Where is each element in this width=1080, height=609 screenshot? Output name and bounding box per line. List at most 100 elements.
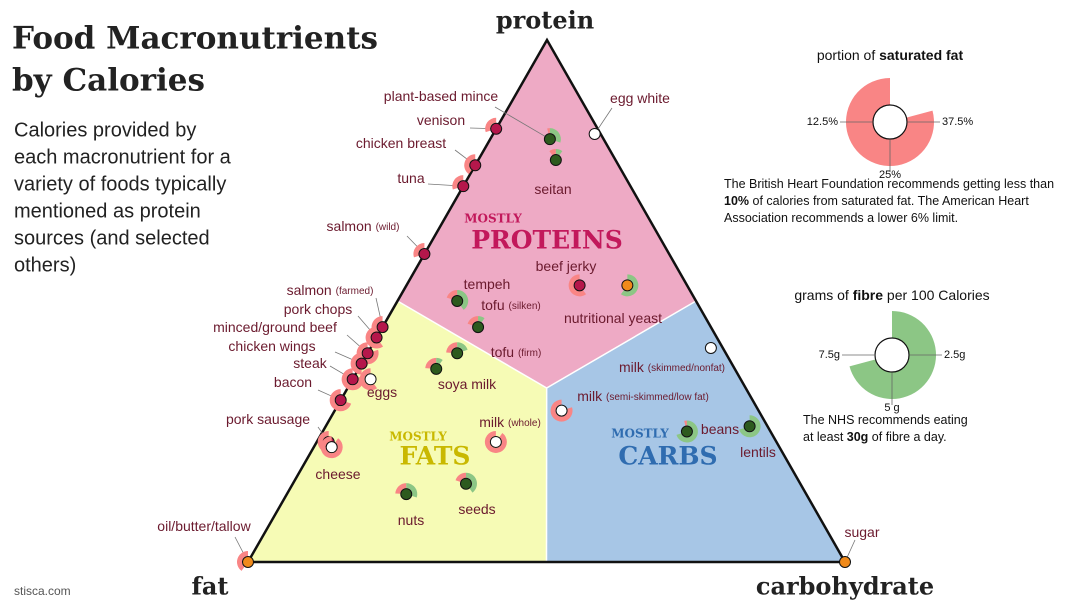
- food-dot: [451, 295, 464, 307]
- legend-title-part: portion of: [817, 47, 879, 63]
- food-name: milk: [577, 388, 603, 404]
- food-qualifier: (semi-skimmed/low fat): [606, 392, 709, 403]
- saturated-fat-note: The British Heart Foundation recommends …: [724, 176, 1069, 227]
- food-dot: [457, 180, 470, 193]
- food-name: beef jerky: [536, 258, 597, 274]
- legend-tick-label: 2.5g: [944, 349, 965, 361]
- legend-hole: [874, 337, 910, 373]
- food-name: steak: [293, 355, 327, 371]
- food-label: chicken breast: [356, 135, 446, 151]
- food-dot: [549, 154, 562, 167]
- food-label: lentils: [740, 444, 776, 460]
- legend-title-part: saturated fat: [879, 47, 963, 63]
- food-name: soya milk: [438, 376, 497, 392]
- fibre-ring: [478, 316, 485, 323]
- fibre-ring: [555, 149, 563, 156]
- food-label: oil/butter/tallow: [157, 518, 251, 534]
- food-name: nuts: [398, 512, 424, 528]
- food-dot: [418, 248, 431, 261]
- food-name: milk: [619, 359, 645, 375]
- food-label: eggs: [367, 384, 397, 400]
- saturated-fat-ring: [452, 175, 464, 190]
- food-name: salmon: [287, 282, 332, 298]
- subtitle: variety of foods typically: [14, 173, 226, 195]
- region-label: FATS: [400, 442, 471, 471]
- note-part: of calories from saturated fat. The Amer…: [724, 194, 1029, 225]
- food-label: plant-based mince: [384, 88, 499, 104]
- food-dot: [242, 556, 254, 568]
- saturated-fat-ring: [485, 117, 497, 133]
- food-dot: [325, 441, 338, 454]
- food-dot: [621, 279, 634, 292]
- food-label: milk (skimmed/nonfat): [619, 359, 725, 375]
- legend-tick-label: 37.5%: [942, 116, 973, 128]
- food-label: nuts: [398, 512, 424, 528]
- food-label: tofu (firm): [491, 344, 542, 360]
- subtitle: others): [14, 254, 76, 276]
- food-dot: [430, 362, 443, 375]
- legend-tick-label: 12.5%: [807, 116, 838, 128]
- food-qualifier: (wild): [376, 222, 400, 233]
- legend-hole: [872, 104, 908, 140]
- legend-tick-label: 7.5g: [819, 349, 840, 361]
- food-dot: [400, 488, 413, 501]
- food-label: milk (semi-skimmed/low fat): [577, 388, 709, 404]
- fibre-ring: [620, 274, 639, 297]
- region-label: PROTEINS: [471, 226, 623, 255]
- fibre-ring: [406, 483, 418, 498]
- food-dot: [346, 373, 359, 386]
- saturated-fat-ring: [320, 436, 343, 459]
- saturated-fat-ring: [350, 352, 362, 375]
- food-label: tempeh: [464, 276, 511, 292]
- title: by Calories: [12, 63, 205, 99]
- food-label: nutritional yeast: [564, 310, 662, 326]
- food-dot: [370, 331, 383, 344]
- food-label: milk (whole): [479, 414, 541, 430]
- fibre-ring: [676, 420, 698, 443]
- food-dot: [588, 127, 601, 140]
- fibre-ring: [457, 342, 468, 352]
- food-label: egg white: [610, 90, 670, 106]
- legend-title-part: per 100 Calories: [883, 287, 990, 303]
- food-label: pork sausage: [226, 411, 310, 427]
- food-dot: [555, 404, 568, 417]
- saturated-fat-ring: [341, 368, 364, 391]
- fibre-ring: [739, 415, 761, 438]
- food-label: tuna: [397, 170, 424, 186]
- food-dot: [361, 347, 374, 360]
- food-name: cheese: [315, 466, 360, 482]
- food-name: tofu: [491, 344, 514, 360]
- region-label-small: MOSTLY: [611, 427, 669, 441]
- food-name: minced/ground beef: [213, 319, 337, 335]
- saturated-fat-ring: [446, 342, 458, 353]
- food-dot: [573, 279, 586, 292]
- food-name: egg white: [610, 90, 670, 106]
- food-label: seitan: [534, 181, 571, 197]
- saturated-fat-ring: [395, 483, 407, 494]
- food-label: seeds: [458, 501, 495, 517]
- note-part: 30g: [846, 430, 869, 444]
- food-dot: [364, 373, 377, 386]
- saturated-fat-ring: [237, 551, 248, 571]
- protein-region: [397, 40, 696, 388]
- food-dot: [489, 435, 502, 448]
- triangle: [245, 37, 848, 564]
- fibre-ring: [457, 290, 469, 310]
- saturated-fat-ring: [446, 290, 458, 300]
- food-name: oil/butter/tallow: [157, 518, 251, 534]
- food-name: chicken breast: [356, 135, 446, 151]
- axis-label: protein: [496, 6, 594, 35]
- legend-title: grams of fibre per 100 Calories: [794, 287, 989, 303]
- food-qualifier: (skimmed/nonfat): [648, 363, 725, 374]
- food-dot: [376, 321, 389, 334]
- subtitle: each macronutrient for a: [14, 146, 232, 168]
- region-label: CARBS: [618, 442, 717, 471]
- saturated-fat-ring: [484, 430, 507, 453]
- food-label: chicken wings: [228, 338, 315, 354]
- saturated-fat-ring: [467, 316, 479, 326]
- food-dot: [459, 477, 472, 490]
- food-dot: [334, 394, 347, 407]
- food-name: pork sausage: [226, 411, 310, 427]
- food-dot: [743, 420, 756, 433]
